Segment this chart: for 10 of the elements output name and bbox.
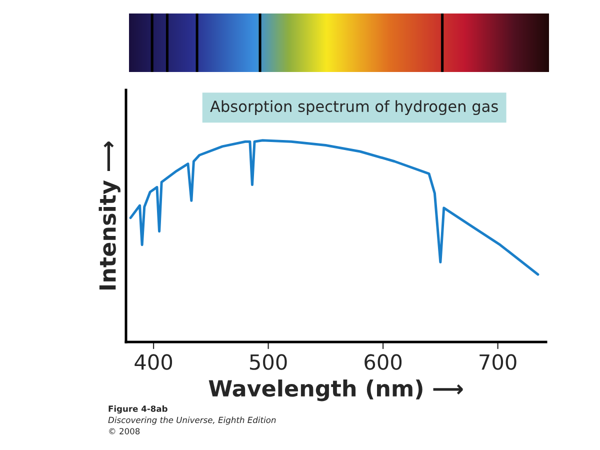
- x-tick-label: 700: [480, 354, 516, 370]
- x-tick-label: 600: [364, 354, 402, 370]
- text: Absorption spectrum of hydrogen gas: [210, 100, 498, 116]
- y-axis-title: Intensity ⟶: [98, 142, 120, 290]
- text: © 2008: [109, 428, 140, 434]
- text: Discovering the Universe, Eighth Edition: [108, 416, 276, 425]
- caption: Figure 4-8ab: [108, 405, 168, 414]
- x-tick-label: 500: [250, 354, 287, 370]
- x-tick-label: 400: [134, 354, 172, 370]
- x-axis-title: Wavelength (nm) ⟶: [208, 380, 463, 402]
